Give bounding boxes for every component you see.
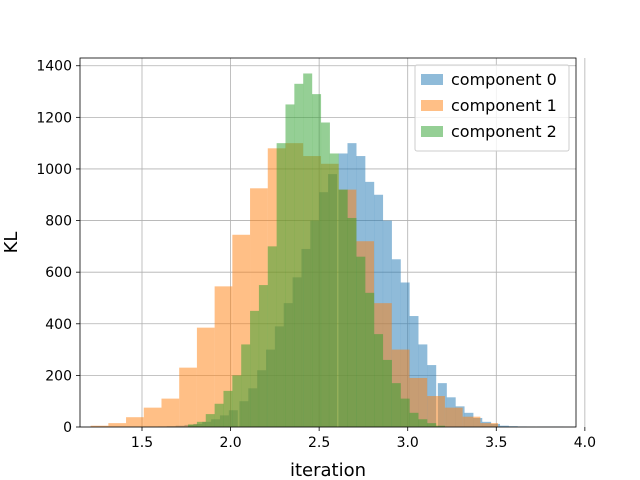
legend-swatch xyxy=(421,100,443,111)
histogram-bar xyxy=(444,407,463,427)
y-tick-label: 0 xyxy=(63,420,72,436)
histogram-bar xyxy=(241,344,251,427)
x-tick-label: 3.0 xyxy=(397,435,419,451)
histogram-bar xyxy=(338,189,348,427)
histogram-bar xyxy=(391,383,401,427)
x-tick-label: 3.5 xyxy=(485,435,507,451)
histogram-bar xyxy=(258,285,268,427)
x-tick-label: 2.5 xyxy=(308,435,330,451)
histogram-bar xyxy=(499,425,509,427)
y-tick-label: 1400 xyxy=(36,59,72,75)
histogram-bar xyxy=(214,403,224,427)
histogram-bar xyxy=(196,327,215,427)
histogram-bar xyxy=(400,398,410,427)
y-tick-label: 1000 xyxy=(36,162,72,178)
x-tick-label: 2.0 xyxy=(219,435,241,451)
histogram-bar xyxy=(391,259,401,427)
histogram-bar xyxy=(418,419,428,427)
y-tick-label: 200 xyxy=(45,368,72,384)
histogram-bar xyxy=(303,73,313,428)
legend-entry-label: component 2 xyxy=(451,122,557,141)
histogram-bar xyxy=(409,316,419,427)
histogram-bar xyxy=(312,94,322,427)
legend-swatch xyxy=(421,126,443,137)
legend-entry-label: component 1 xyxy=(451,96,557,115)
bars-layer xyxy=(90,73,564,428)
histogram-bar xyxy=(250,310,260,427)
y-tick-label: 800 xyxy=(45,214,72,230)
histogram-bar xyxy=(276,143,286,427)
histogram-bar xyxy=(285,104,295,427)
y-tick-label: 1200 xyxy=(36,110,72,126)
histogram-bar xyxy=(427,396,445,427)
histogram-bar xyxy=(320,122,330,427)
histogram-bar xyxy=(143,407,162,427)
x-axis-label: iteration xyxy=(290,460,366,480)
histogram-bar xyxy=(267,246,277,427)
histogram-bar xyxy=(90,425,109,427)
histogram-bar xyxy=(179,367,197,427)
histogram-bar xyxy=(365,292,375,427)
histogram-bar xyxy=(374,334,384,427)
histogram-bar xyxy=(223,390,233,427)
histogram-bar xyxy=(409,412,419,427)
histogram-bar xyxy=(108,423,127,427)
histogram-bar xyxy=(188,424,198,427)
x-tick-label: 4.0 xyxy=(574,435,596,451)
histogram-bar xyxy=(462,416,481,427)
histogram-bar xyxy=(329,153,339,427)
histogram-bar xyxy=(347,217,357,427)
series-2 xyxy=(188,73,446,428)
histogram-bar xyxy=(436,425,446,427)
histogram-bar xyxy=(161,398,180,427)
y-axis-label: KL xyxy=(1,232,22,254)
histogram-bar xyxy=(480,423,499,427)
histogram-bar xyxy=(196,421,206,427)
histogram-bar xyxy=(294,83,304,427)
histogram-bar xyxy=(205,414,215,427)
histogram-bar xyxy=(427,423,437,427)
legend-entry-label: component 0 xyxy=(451,70,557,89)
histogram-bar xyxy=(382,359,392,427)
y-tick-label: 600 xyxy=(45,265,72,281)
ticks-layer: 1.5 2.0 2.5 3.0 3.5 4.0 0 200 400 600 800 1000 1200 1… xyxy=(36,59,596,451)
histogram-bar xyxy=(232,375,242,427)
histogram-bar xyxy=(356,256,366,427)
x-tick-label: 1.5 xyxy=(131,435,153,451)
legend-swatch xyxy=(421,74,443,85)
legend: component 0 component 1 component 2 xyxy=(414,64,570,152)
histogram-bar xyxy=(126,417,144,427)
legend-frame xyxy=(414,64,570,152)
y-tick-label: 400 xyxy=(45,317,72,333)
plot-frame xyxy=(79,57,577,428)
